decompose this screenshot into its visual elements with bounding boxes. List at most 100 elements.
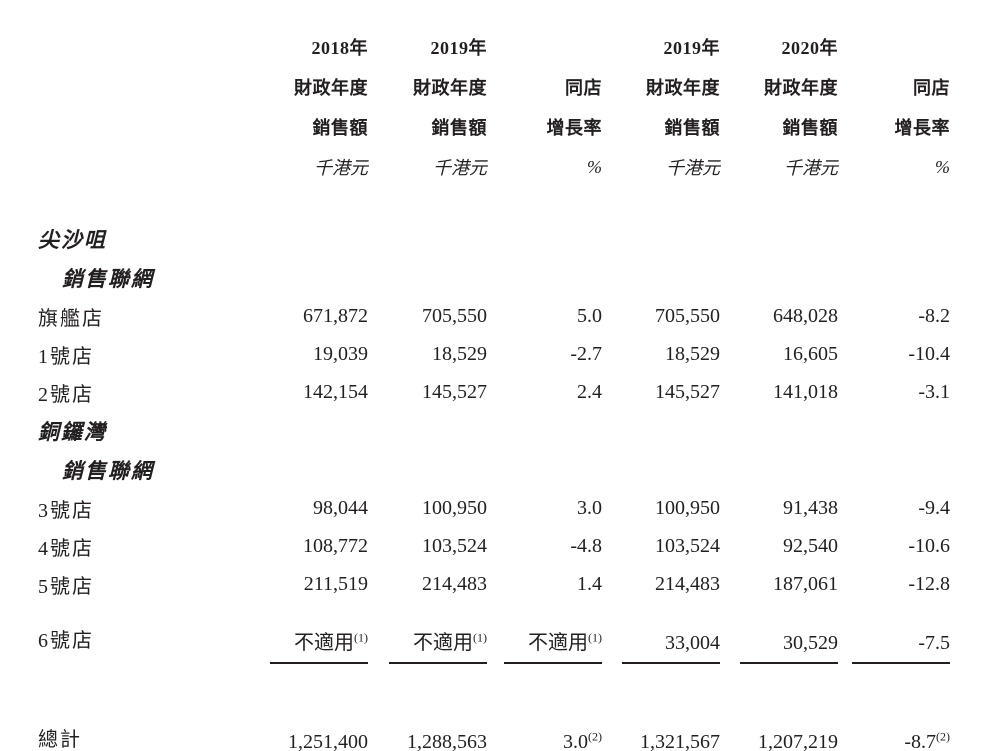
cell-value: 98,044 <box>313 496 368 519</box>
cell-content: -3.1 <box>838 381 950 404</box>
row-label: 2號店 <box>38 383 94 406</box>
cell-content: 3.0 <box>487 497 602 520</box>
header-unit-fy2018-sales: 千港元 <box>314 158 368 178</box>
cell-value: 108,772 <box>303 534 368 557</box>
cell-value: 91,438 <box>783 496 838 519</box>
cell-value: 100,950 <box>422 496 487 519</box>
footnote-marker: (1) <box>588 630 602 645</box>
header-unit-fy2019-sales-a: 千港元 <box>433 158 487 178</box>
value-cell-store-6-col2: 不適用(1) <box>368 603 487 664</box>
value-cell-store-6-col5: 30,529 <box>720 603 838 664</box>
cell-value: 705,550 <box>655 304 720 327</box>
row-label: 4號店 <box>38 537 94 560</box>
cell-value: 不適用 <box>528 632 588 654</box>
header-label-spacer <box>38 107 268 147</box>
cell-value: 1.4 <box>577 572 602 595</box>
value-cell-store-2-col3: 2.4 <box>487 373 602 411</box>
value-cell-store-4-col3: -4.8 <box>487 527 602 565</box>
cell-value: -2.7 <box>570 342 602 365</box>
value-cell-store-6-col1: 不適用(1) <box>268 603 368 664</box>
cell-value: 141,018 <box>773 380 838 403</box>
header-cell-fy2018-sales-line2: 財政年度 <box>294 78 368 98</box>
cell-content: 98,044 <box>268 497 368 520</box>
cell-value: 5.0 <box>577 304 602 327</box>
cell-content: 1,251,400 <box>268 731 368 751</box>
header-label-spacer <box>38 27 268 67</box>
cell-value: -4.8 <box>570 534 602 557</box>
row-label-cell-store-6: 6號店 <box>38 603 268 664</box>
header-cell-fy2019-sales-a-line1: 2019年 <box>430 38 487 58</box>
header-cell-same-store-growth-a-line3: 增長率 <box>546 118 602 138</box>
cell-value: 103,524 <box>655 534 720 557</box>
cell-value: 187,061 <box>773 572 838 595</box>
header-row-2: 財政年度 財政年度 同店 財政年度 財政年度 同店 <box>38 67 950 107</box>
row-label: 6號店 <box>38 630 94 652</box>
header-cell-fy2020-sales-line1: 2020年 <box>781 38 838 58</box>
footnote-marker: (1) <box>354 630 368 645</box>
value-cell-total-col5: 1,207,219 <box>720 664 838 751</box>
cell-value: 3.0 <box>577 496 602 519</box>
cell-value: 145,527 <box>422 380 487 403</box>
cell-value: 142,154 <box>303 380 368 403</box>
row-label: 1號店 <box>38 345 94 368</box>
cell-content: 705,550 <box>368 305 487 328</box>
cell-content: 不適用(1) <box>268 626 368 655</box>
table-row-tsim-sha-tsui-section: 尖沙咀 <box>38 187 950 258</box>
row-label: 旗艦店 <box>38 307 104 330</box>
table-row-flagship-store: 旗艦店 671,872 705,550 5.0 705,550 648,028 -8.2 <box>38 297 950 335</box>
column-underline <box>740 662 838 664</box>
table-row-causeway-bay-section: 銅鑼灣 <box>38 411 950 450</box>
cell-content: -10.6 <box>838 535 950 558</box>
table-body: 尖沙咀 銷售聯網 旗艦店 671,872 705,550 5.0 705,550 648,02… <box>38 187 950 751</box>
cell-content: 145,527 <box>368 381 487 404</box>
cell-content: -8.7(2) <box>838 730 950 751</box>
value-cell-store-3-col2: 100,950 <box>368 489 487 527</box>
value-cell-store-2-col5: 141,018 <box>720 373 838 411</box>
cell-value: 18,529 <box>432 342 487 365</box>
cell-value: 1,321,567 <box>640 731 720 751</box>
cell-content: -10.4 <box>838 343 950 366</box>
cell-value: 2.4 <box>577 380 602 403</box>
cell-value: 92,540 <box>783 534 838 557</box>
subsection-label: 銷售聯網 <box>62 266 154 291</box>
value-cell-store-2-col2: 145,527 <box>368 373 487 411</box>
value-cell-store-5-col6: -12.8 <box>838 565 950 603</box>
footnote-marker: (2) <box>588 729 602 744</box>
cell-content: 1,321,567 <box>602 731 720 751</box>
value-cell-store-6-col6: -7.5 <box>838 603 950 664</box>
value-cell-total-col1: 1,251,400 <box>268 664 368 751</box>
cell-value: 18,529 <box>665 342 720 365</box>
column-underline <box>270 662 368 664</box>
row-label: 3號店 <box>38 499 94 522</box>
header-row-3: 銷售額 銷售額 增長率 銷售額 銷售額 增長率 <box>38 107 950 147</box>
cell-content: 100,950 <box>368 497 487 520</box>
value-cell-total-col2: 1,288,563 <box>368 664 487 751</box>
value-cell-flagship-store-col1: 671,872 <box>268 297 368 335</box>
value-cell-store-1-col5: 16,605 <box>720 335 838 373</box>
value-cell-store-4-col1: 108,772 <box>268 527 368 565</box>
value-cell-store-5-col4: 214,483 <box>602 565 720 603</box>
header-unit-same-store-growth-a: % <box>587 156 602 177</box>
store-sales-table: 2018年 2019年 2019年 2020年 財政年度 財政年度 同店 財政年度 財政年度 同店… <box>38 27 950 751</box>
table-row-total: 總計 1,251,400 1,288,563 3.0(2) 1,321,567 1,207… <box>38 664 950 751</box>
header-cell-same-store-growth-a-line2: 同店 <box>565 78 602 98</box>
cell-content: 18,529 <box>602 343 720 366</box>
value-cell-store-3-col3: 3.0 <box>487 489 602 527</box>
row-label-cell-store-5: 5號店 <box>38 565 268 603</box>
row-label-cell-flagship-store: 旗艦店 <box>38 297 268 335</box>
cell-value: 214,483 <box>422 572 487 595</box>
table-row-store-1: 1號店 19,039 18,529 -2.7 18,529 16,605 -10.4 <box>38 335 950 373</box>
cell-content: 3.0(2) <box>487 729 602 751</box>
cell-value: 145,527 <box>655 380 720 403</box>
cell-content: -12.8 <box>838 573 950 596</box>
cell-value: 648,028 <box>773 304 838 327</box>
cell-content: 1,288,563 <box>368 731 487 751</box>
value-cell-flagship-store-col3: 5.0 <box>487 297 602 335</box>
cell-value: 671,872 <box>303 304 368 327</box>
value-cell-store-6-col3: 不適用(1) <box>487 603 602 664</box>
subsection-label: 銷售聯網 <box>62 458 154 483</box>
cell-content: 不適用(1) <box>368 626 487 655</box>
value-cell-flagship-store-col2: 705,550 <box>368 297 487 335</box>
header-cell-fy2019-sales-b-line2: 財政年度 <box>646 78 720 98</box>
